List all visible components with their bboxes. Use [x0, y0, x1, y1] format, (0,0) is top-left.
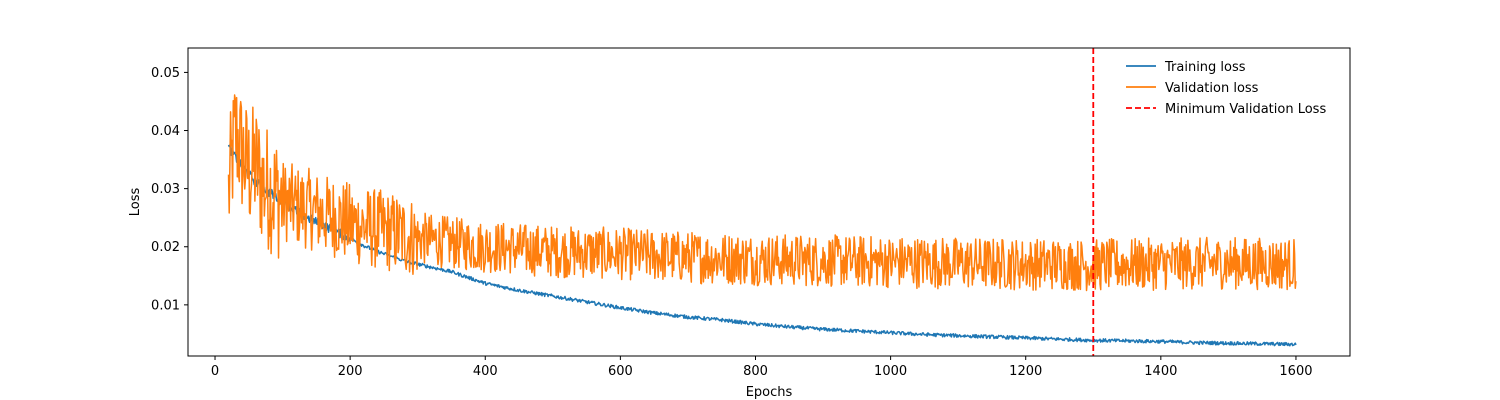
- plot-frame: [187, 47, 1351, 357]
- legend-label-validation: Validation loss: [1165, 81, 1259, 96]
- y-tick-label: 0.04: [151, 124, 180, 139]
- x-axis-label: Epochs: [746, 385, 793, 400]
- x-tick-label: 1000: [874, 364, 907, 379]
- y-tick-label: 0.01: [151, 298, 180, 313]
- y-tick-label: 0.03: [151, 182, 180, 197]
- y-tick-label: 0.05: [151, 66, 180, 81]
- legend-label-training: Training loss: [1164, 60, 1246, 75]
- x-tick-label: 800: [743, 364, 768, 379]
- plot-area: [227, 48, 1297, 356]
- series-validation-loss-line: [227, 94, 1297, 292]
- axes: 0 200 400 600 800 1000 1200 1400 1600 0.01 0.02 0.0…: [151, 47, 1351, 379]
- legend: Training loss Validation loss Minimum Va…: [1126, 60, 1326, 117]
- x-tick-label: 1400: [1144, 364, 1177, 379]
- x-tick-label: 600: [608, 364, 633, 379]
- y-axis-label: Loss: [128, 188, 143, 217]
- x-tick-label: 0: [211, 364, 219, 379]
- x-tick-label: 200: [338, 364, 363, 379]
- x-tick-label: 400: [473, 364, 498, 379]
- x-tick-label: 1600: [1279, 364, 1312, 379]
- legend-label-min-validation: Minimum Validation Loss: [1165, 102, 1326, 117]
- y-tick-label: 0.02: [151, 240, 180, 255]
- x-tick-label: 1200: [1009, 364, 1042, 379]
